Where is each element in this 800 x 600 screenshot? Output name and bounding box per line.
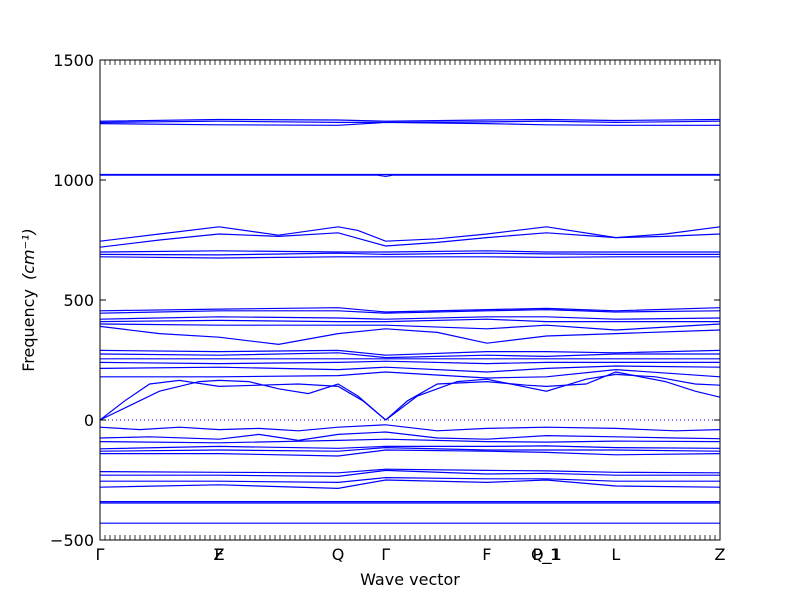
band-line-33: [99, 226, 721, 242]
band-line-24: [99, 323, 721, 331]
band-line-17: [100, 368, 721, 379]
band-line-11: [99, 431, 721, 442]
y-tick-label: 1500: [53, 51, 94, 70]
band-line-25: [99, 318, 720, 323]
band-line-9: [99, 445, 721, 450]
y-axis-ticks: −500 0 500 1000 1500: [50, 51, 720, 550]
band-line-38: [99, 118, 721, 122]
y-tick-label: −500: [50, 531, 94, 550]
x-tick-label: Γ: [96, 545, 105, 564]
band-line-14: [99, 379, 387, 421]
band-line-27: [99, 308, 721, 314]
band-line-31: [99, 250, 720, 253]
y-axis-title-text: Frequency: [19, 289, 38, 372]
band-line-12: [99, 424, 721, 432]
band-line-37: [99, 120, 721, 124]
band-line-28: [99, 307, 721, 313]
x-tick-label: F: [482, 545, 491, 564]
band-series-group: [99, 118, 721, 524]
band-line-19: [99, 360, 720, 365]
band-line-29: [99, 256, 720, 259]
x-tick-label: Q_1: [531, 545, 562, 565]
x-tick-label: Z: [715, 545, 726, 564]
band-line-26: [99, 316, 721, 320]
band-line-10: [99, 438, 721, 444]
x-tick-label: L: [611, 545, 620, 564]
x-tick-label: Q: [332, 545, 345, 564]
band-line-22: [99, 349, 721, 356]
x-tick-label: P_1: [532, 545, 560, 565]
band-line-16: [385, 373, 721, 421]
y-tick-label: 0: [84, 411, 94, 430]
band-line-6: [99, 468, 721, 474]
x-tick-label: Γ: [381, 545, 390, 564]
band-line-7: [100, 449, 721, 457]
band-line-4: [100, 476, 720, 484]
x-axis-title: Wave vector: [360, 570, 460, 589]
band-line-21: [99, 352, 720, 359]
y-axis-title-unit: (cm⁻¹): [19, 228, 38, 280]
x-tick-label: F: [214, 545, 223, 564]
band-line-36: [99, 121, 720, 126]
y-axis-title: Frequency (cm⁻¹): [19, 228, 38, 371]
x-tick-label: Z: [214, 545, 225, 564]
band-line-3: [99, 479, 721, 490]
y-tick-label: 1000: [53, 171, 94, 190]
band-line-13: [99, 379, 387, 421]
band-line-34: [100, 174, 720, 178]
band-line-5: [100, 469, 720, 478]
y-tick-label: 500: [63, 291, 94, 310]
band-line-15: [385, 371, 721, 421]
band-line-30: [99, 252, 720, 256]
x-axis-ticks: Γ ZF Q Γ F P_1Q_1 L Z: [96, 545, 726, 565]
band-line-18: [99, 365, 721, 373]
minor-ticks: [99, 60, 721, 540]
band-line-23: [99, 325, 721, 346]
band-line-8: [99, 446, 721, 452]
